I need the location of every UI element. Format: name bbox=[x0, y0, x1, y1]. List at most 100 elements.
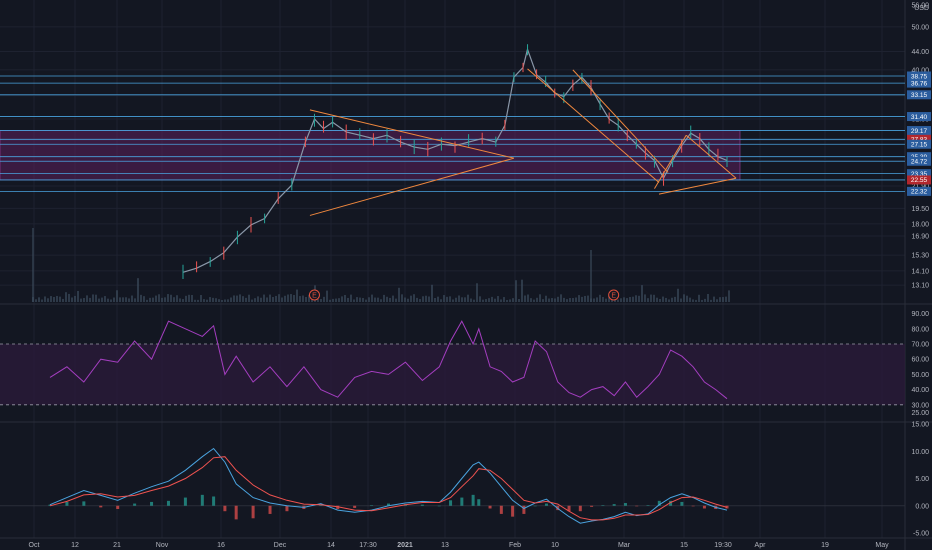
volume-bar bbox=[287, 294, 289, 302]
volume-bar bbox=[260, 297, 262, 302]
macd-histogram-bar bbox=[319, 504, 323, 506]
level-price-tag bbox=[907, 134, 931, 144]
level-price-tag bbox=[907, 186, 931, 196]
volume-bar bbox=[593, 298, 595, 302]
time-tick-label: 21 bbox=[113, 542, 121, 549]
volume-bar bbox=[581, 296, 583, 302]
level-price-tag-label: 33.15 bbox=[911, 92, 928, 99]
time-tick-label: 2021 bbox=[397, 542, 413, 549]
macd-histogram-bar bbox=[251, 505, 255, 519]
volume-bar bbox=[476, 283, 478, 302]
macd-histogram-bar bbox=[268, 505, 272, 514]
macd-histogram-bar bbox=[133, 503, 137, 506]
volume-bar bbox=[245, 297, 247, 302]
time-axis[interactable]: Oct 12 21 Nov 16 Dec 14 17:30 2021 13 Feb 10 Mar 15 19… bbox=[29, 542, 890, 549]
price-axis[interactable]: 56.0050.0044.0040.0035.0031.0027.8025.00… bbox=[907, 3, 931, 538]
volume-bar bbox=[383, 294, 385, 302]
volume-bar bbox=[431, 284, 433, 302]
macd-histogram-bar bbox=[116, 505, 120, 510]
volume-bar bbox=[677, 288, 679, 302]
volume-bar bbox=[563, 297, 565, 302]
volume-bar bbox=[635, 295, 637, 302]
volume-bar bbox=[485, 299, 487, 302]
volume-bar bbox=[71, 297, 73, 302]
volume-bar bbox=[332, 298, 334, 302]
macd-histogram-bar bbox=[420, 504, 424, 506]
volume-bar bbox=[89, 297, 91, 302]
volume-bar bbox=[701, 299, 703, 302]
level-price-tag bbox=[907, 175, 931, 185]
volume-bar bbox=[686, 295, 688, 302]
level-price-tag-label: 24.72 bbox=[911, 159, 928, 166]
volume-bar bbox=[656, 297, 658, 302]
volume-bar bbox=[419, 299, 421, 302]
volume-bar bbox=[650, 294, 652, 302]
volume-bar bbox=[200, 295, 202, 302]
macd-histogram-bar bbox=[691, 505, 695, 507]
volume-bar bbox=[170, 294, 172, 302]
volume-bar bbox=[122, 297, 124, 302]
time-tick-label: Mar bbox=[618, 542, 631, 549]
volume-bar bbox=[137, 278, 139, 302]
price-tick-label: 50.00 bbox=[911, 24, 929, 31]
macd-tick-label: 5.00 bbox=[915, 476, 929, 483]
macd-histogram-bar bbox=[183, 497, 187, 506]
price-tick-label: 19.50 bbox=[911, 206, 929, 213]
macd-histogram-bar bbox=[150, 501, 154, 506]
volume-bar bbox=[107, 298, 109, 302]
macd-histogram-bar bbox=[680, 501, 684, 506]
volume-bar bbox=[146, 299, 148, 302]
rsi-tick-label: 80.00 bbox=[911, 326, 929, 333]
volume-bar bbox=[218, 299, 220, 302]
macd-histogram-bar bbox=[166, 500, 170, 506]
volume-bar bbox=[512, 298, 514, 302]
volume-bar bbox=[62, 298, 64, 302]
time-tick-label: Feb bbox=[509, 542, 521, 549]
volume-bar bbox=[224, 299, 226, 302]
volume-bar bbox=[164, 297, 166, 302]
trendline bbox=[309, 157, 515, 216]
macd-histogram-bar bbox=[353, 505, 357, 508]
volume-bar bbox=[266, 297, 268, 302]
volume-bar bbox=[203, 299, 205, 302]
macd-histogram-bar bbox=[578, 505, 582, 512]
volume-bar bbox=[263, 294, 265, 302]
volume-bar bbox=[554, 298, 556, 302]
volume-bar bbox=[50, 296, 52, 302]
rsi-tick-label: 25.00 bbox=[911, 410, 929, 417]
volume-bar bbox=[362, 298, 364, 302]
macd-histogram-bar bbox=[336, 505, 340, 510]
volume-bar bbox=[176, 295, 178, 302]
volume-bar bbox=[275, 295, 277, 302]
volume-bar bbox=[494, 298, 496, 302]
macd-histogram-bar bbox=[499, 505, 503, 514]
level-price-tag bbox=[907, 152, 931, 162]
volume-bar bbox=[725, 296, 727, 302]
volume-bar bbox=[557, 296, 559, 302]
volume-bar bbox=[446, 296, 448, 302]
macd-histogram-bar bbox=[477, 499, 481, 506]
macd-tick-label: 10.00 bbox=[911, 449, 929, 456]
volume-bar bbox=[191, 295, 193, 302]
time-tick-label: 17:30 bbox=[359, 542, 377, 549]
volume-bar bbox=[398, 287, 400, 302]
volume-bar bbox=[548, 298, 550, 302]
volume-bar bbox=[491, 296, 493, 302]
volume-bar bbox=[86, 295, 88, 302]
volume-bar bbox=[404, 297, 406, 302]
volume-bar bbox=[323, 296, 325, 302]
price-tick-label: 44.00 bbox=[911, 49, 929, 56]
macd-tick-label: 15.00 bbox=[911, 422, 929, 429]
volume-bar bbox=[209, 297, 211, 302]
time-tick-label: 10 bbox=[551, 542, 559, 549]
macd-histogram-bar bbox=[387, 503, 390, 506]
volume-bar bbox=[698, 294, 700, 302]
macd-histogram-bar bbox=[522, 505, 526, 514]
volume-bar bbox=[410, 295, 412, 302]
volume-bar bbox=[134, 298, 136, 302]
volume-bar bbox=[683, 294, 685, 302]
volume-bar bbox=[719, 297, 721, 302]
macd-histogram-bar bbox=[657, 500, 661, 506]
volume-bar bbox=[368, 297, 370, 302]
